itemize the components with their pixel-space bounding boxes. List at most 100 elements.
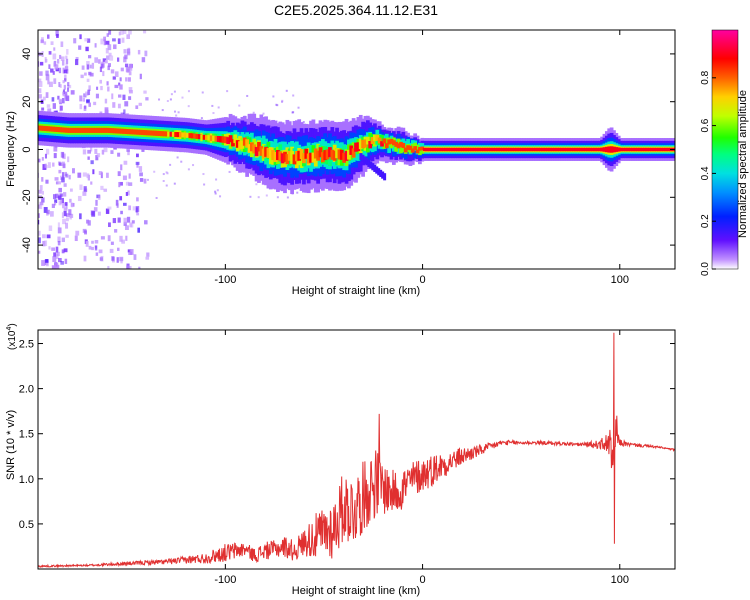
spectrogram-ridge-cell bbox=[472, 147, 477, 152]
spectrogram-ridge-cell bbox=[548, 147, 552, 152]
spectrogram-ridge-cell bbox=[382, 140, 387, 149]
spectrogram-noise-cell bbox=[63, 183, 67, 187]
spectrogram-noise-cell bbox=[82, 149, 87, 155]
spectrogram-noise-cell bbox=[38, 158, 41, 163]
spectrogram-ridge-cell bbox=[569, 147, 574, 152]
spectrogram-ridge-cell bbox=[604, 146, 609, 153]
spectrogram-noise-cell bbox=[64, 74, 67, 81]
spectrogram-ridge-cell bbox=[119, 128, 124, 134]
spectrogram-noise-cell bbox=[124, 63, 129, 68]
spectrogram-noise-cell bbox=[82, 97, 86, 102]
spectrogram-ridge-cell bbox=[148, 130, 152, 136]
spectrogram-noise-cell bbox=[63, 192, 67, 197]
spectrogram-ridge-cell bbox=[67, 127, 72, 133]
spectrogram-noise-cell bbox=[138, 166, 143, 172]
spectrogram-noise-cell bbox=[127, 150, 130, 156]
spectrogram-ridge-cell bbox=[383, 173, 387, 181]
spectrogram-noise-cell bbox=[203, 183, 206, 186]
spectrogram-noise-cell bbox=[58, 67, 62, 74]
spectrogram-noise-cell bbox=[56, 251, 60, 257]
spectrogram-ridge-cell bbox=[420, 146, 425, 150]
spectrogram-ridge-cell bbox=[171, 131, 176, 137]
spectrogram-ridge-cell bbox=[63, 127, 67, 133]
spectrogram-noise-cell bbox=[60, 105, 63, 111]
spectrogram-noise-cell bbox=[50, 41, 54, 45]
spectrogram-ridge-cell bbox=[380, 141, 384, 147]
spectrogram-noise-cell bbox=[55, 30, 59, 36]
spectrogram-noise-cell bbox=[200, 117, 203, 120]
spectrogram-noise-cell bbox=[48, 225, 53, 231]
spectrogram-noise-cell bbox=[128, 251, 133, 255]
spectrogram-ridge-cell bbox=[503, 147, 507, 152]
spectrogram-noise-cell bbox=[122, 94, 126, 100]
spectrogram-noise-cell bbox=[69, 213, 72, 220]
snr-xtick-label: -100 bbox=[214, 574, 236, 586]
spectrogram-ridge-cell bbox=[79, 127, 84, 133]
snr-frame bbox=[37, 329, 676, 570]
snr-multiplier: (x104) bbox=[6, 323, 18, 350]
spectrogram-ridge-cell bbox=[654, 147, 659, 152]
spectrogram-noise-cell bbox=[68, 209, 72, 216]
spectrogram-noise-cell bbox=[104, 107, 109, 113]
spectrogram-ridge-cell bbox=[297, 150, 302, 161]
spectrogram-noise-cell bbox=[63, 84, 66, 90]
spectrogram-noise-cell bbox=[60, 151, 64, 158]
spectrogram-noise-cell bbox=[215, 178, 218, 181]
spectrogram-ridge-cell bbox=[129, 129, 134, 135]
snr-multiplier-exp: 4 bbox=[6, 327, 13, 331]
spectrogram-noise-cell bbox=[109, 248, 114, 253]
spectrogram-noise-cell bbox=[55, 67, 59, 72]
colorbar-tick-label: 0.2 bbox=[700, 214, 711, 228]
spectrogram-ridge-cell bbox=[562, 147, 567, 152]
spectrogram-ridge-cell bbox=[626, 147, 631, 152]
spectrogram-ridge-cell bbox=[649, 147, 654, 152]
spectrogram-noise-cell bbox=[124, 101, 129, 107]
spectrogram-noise-cell bbox=[91, 211, 96, 217]
spectrogram-noise-cell bbox=[28, 65, 32, 69]
spectrogram-ridge-cell bbox=[178, 132, 183, 138]
spectrogram-noise-cell bbox=[128, 71, 132, 76]
spectrogram-ridge-cell bbox=[479, 147, 484, 152]
svg-text:(x104): (x104) bbox=[6, 323, 18, 350]
spectrogram-ridge-cell bbox=[370, 137, 375, 144]
spectrogram-noise-cell bbox=[65, 58, 69, 65]
spectrogram-ridge-cell bbox=[131, 129, 136, 135]
spectrogram-noise-cell bbox=[38, 78, 42, 83]
spectrogram-noise-cell bbox=[257, 196, 260, 199]
spectrogram-ridge-cell bbox=[257, 141, 261, 152]
spectrogram-noise-cell bbox=[38, 250, 41, 254]
spectrogram-noise-cell bbox=[127, 190, 130, 196]
spectrogram-noise-cell bbox=[87, 220, 91, 226]
spectrogram-noise-cell bbox=[276, 196, 279, 199]
spectrogram-noise-cell bbox=[59, 193, 63, 197]
spectrogram-noise-cell bbox=[143, 90, 147, 94]
spectrogram-ridge-cell bbox=[363, 156, 367, 164]
spectrogram-ridge-cell bbox=[86, 127, 91, 133]
spectrogram-noise-cell bbox=[79, 184, 83, 190]
colorbar: 0.0 0.2 0.4 0.6 0.8 Normalized spectral ampl… bbox=[700, 29, 749, 276]
spectrogram-ridge-cell bbox=[369, 161, 373, 169]
spectrogram-noise-cell bbox=[291, 111, 294, 114]
spectrogram-noise-cell bbox=[63, 210, 67, 217]
colorbar-gradient bbox=[712, 30, 738, 269]
spectrogram-noise-cell bbox=[85, 241, 89, 247]
spectrogram-noise-cell bbox=[95, 155, 99, 161]
spectrogram-noise-cell bbox=[138, 102, 142, 106]
spectrogram-noise-cell bbox=[57, 222, 60, 228]
spectrogram-noise-cell bbox=[144, 220, 148, 225]
spectrogram-noise-cell bbox=[92, 169, 95, 175]
spectrogram-noise-cell bbox=[41, 177, 44, 182]
spectrogram-ridge-cell bbox=[410, 148, 415, 153]
spectrogram-ridge-cell bbox=[642, 147, 647, 152]
spectrogram-ridge-cell bbox=[136, 129, 141, 135]
spectrogram-ridge-cell bbox=[84, 127, 89, 133]
spectrogram-noise-cell bbox=[161, 109, 164, 112]
spectrogram-noise-cell bbox=[128, 30, 132, 35]
spectrogram-noise-cell bbox=[106, 55, 110, 60]
spectrogram-content bbox=[28, 30, 675, 269]
spectrogram-ridge-cell bbox=[635, 147, 640, 152]
spectrogram-ridge-cell bbox=[413, 143, 418, 159]
spectrogram-noise-cell bbox=[41, 190, 44, 195]
spectrogram-ridge-cell bbox=[162, 131, 167, 137]
spectrogram-noise-cell bbox=[83, 255, 87, 262]
